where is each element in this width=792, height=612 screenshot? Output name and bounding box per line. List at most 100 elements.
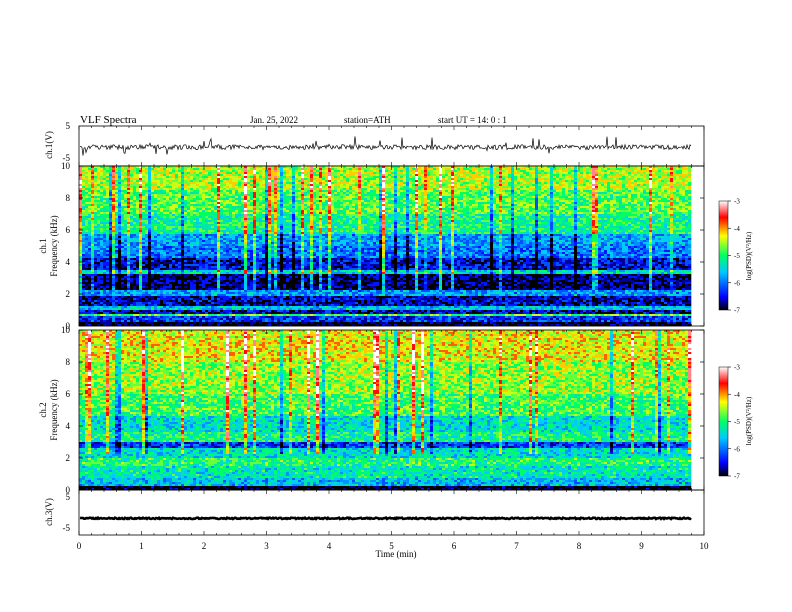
spectrogram-cell (328, 216, 332, 219)
spectrogram-cell (292, 186, 296, 189)
spectrogram-cell (103, 186, 110, 189)
spectrogram-cell (226, 174, 233, 177)
spectrogram-cell (502, 196, 506, 199)
spectrogram-cell (157, 216, 161, 219)
spectrogram-cell (223, 220, 227, 223)
spectrogram-cell (100, 208, 104, 211)
spectrogram-cell (79, 192, 83, 195)
spectrogram-cell (511, 196, 515, 199)
spectrogram-cell (283, 170, 287, 173)
spectrogram-cell (316, 178, 323, 181)
spectrogram-cell (676, 202, 680, 205)
spectrogram-cell (361, 174, 371, 177)
spectrogram-cell (268, 214, 272, 217)
spectrogram-cell (454, 204, 458, 207)
spectrogram-cell (316, 190, 320, 193)
spectrogram-cell (373, 176, 380, 179)
spectrogram-cell (322, 190, 326, 193)
spectrogram-cell (559, 212, 563, 215)
spectrogram-cell (82, 208, 86, 211)
spectrogram-cell (448, 180, 452, 183)
spectrogram-cell (211, 202, 215, 205)
spectrogram-cell (400, 212, 404, 215)
spectrogram-cell (499, 206, 503, 209)
spectrogram-cell (328, 210, 332, 213)
spectrogram-cell (391, 174, 395, 177)
spectrogram-cell (313, 208, 317, 211)
spectrogram-cell (202, 202, 206, 205)
spectrogram-cell (280, 172, 284, 175)
spectrogram-cell (253, 214, 257, 217)
spectrogram-cell (316, 168, 320, 171)
spectrogram-cell (436, 194, 440, 197)
spectrogram-cell (205, 216, 209, 219)
spectrogram-cell (679, 216, 686, 219)
spectrogram-cell (439, 180, 443, 183)
spectrogram-cell (142, 168, 146, 171)
spectrogram-cell (352, 216, 356, 219)
spectrogram-cell (397, 216, 407, 219)
spectrogram-cell (241, 180, 245, 183)
spectrogram-cell (280, 192, 284, 195)
spectrogram-cell (430, 196, 434, 199)
spectrogram-cell (100, 184, 107, 187)
spectrogram-cell (127, 222, 131, 225)
spectrogram-cell (307, 212, 311, 215)
spectrogram-cell (595, 222, 599, 225)
spectrogram-cell (184, 192, 188, 195)
spectrogram-cell (118, 190, 122, 193)
spectrogram-cell (643, 204, 647, 207)
spectrogram-cell (478, 170, 482, 173)
spectrogram-cell (367, 210, 374, 213)
spectrogram-cell (445, 204, 449, 207)
spectrogram-cell (607, 216, 611, 219)
spectrogram-cell (112, 182, 116, 185)
spectrogram-cell (400, 178, 404, 181)
spectrogram-cell (460, 212, 464, 215)
spectrogram-cell (358, 202, 362, 205)
spectrogram-cell (274, 184, 278, 187)
spectrogram-cell (139, 216, 143, 219)
spectrogram-cell (238, 184, 242, 187)
spectrogram-cell (529, 220, 533, 223)
spectrogram-cell (592, 174, 596, 177)
spectrogram-cell (163, 188, 170, 191)
spectrogram-cell (427, 198, 434, 201)
spectrogram-cell (553, 202, 557, 205)
spectrogram-cell (481, 188, 485, 191)
spectrogram-cell (148, 182, 152, 185)
spectrogram-cell (265, 192, 269, 195)
spectrogram-cell (574, 198, 578, 201)
spectrogram-cell (100, 178, 104, 181)
spectrogram-cell (166, 222, 170, 225)
spectrogram-cell (601, 218, 605, 221)
spectrogram-cell (565, 196, 569, 199)
spectrogram-cell (688, 192, 692, 195)
spectrogram-cell (100, 190, 104, 193)
spectrogram-cell (226, 208, 230, 211)
spectrogram-cell (625, 206, 629, 209)
spectrogram-cell (559, 168, 563, 171)
spectrogram-cell (664, 170, 671, 173)
spectrogram-cell (304, 194, 308, 197)
spectrogram-cell (157, 220, 161, 223)
spectrogram-cell (94, 168, 98, 171)
spectrogram-cell (406, 186, 410, 189)
spectrogram-cell (349, 178, 356, 181)
spectrogram-cell (619, 196, 623, 199)
spectrogram-cell (436, 178, 440, 181)
spectrogram-cell (619, 192, 623, 195)
spectrogram-cell (145, 166, 149, 169)
spectrogram-cell (79, 180, 83, 183)
spectrogram-cell (601, 170, 605, 173)
spectrogram-cell (253, 188, 257, 191)
spectrogram-cell (265, 176, 269, 179)
spectrogram-cell (388, 172, 392, 175)
spectrogram-cell (379, 208, 383, 211)
spectrogram-cell (277, 214, 281, 217)
spectrogram-cell (496, 176, 500, 179)
spectrogram-cell (358, 208, 362, 211)
spectrogram-cell (328, 222, 332, 225)
spectrogram-cell (427, 210, 431, 213)
spectrogram-cell (505, 168, 512, 171)
